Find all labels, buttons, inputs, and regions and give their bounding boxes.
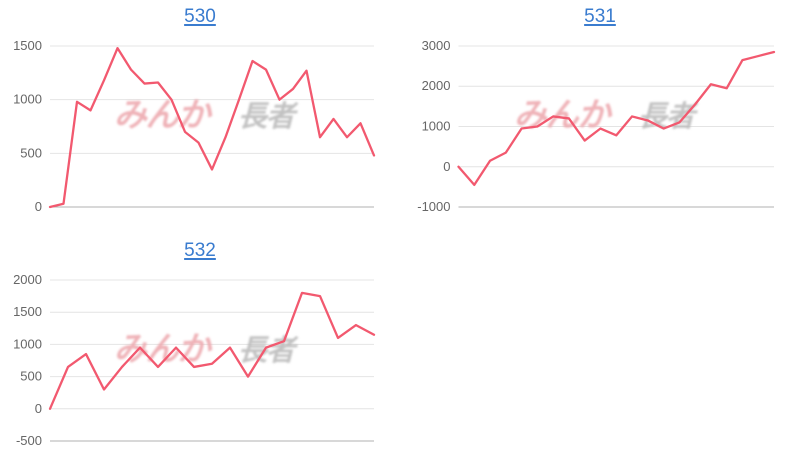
svg-text:長者: 長者 <box>238 101 299 133</box>
svg-text:-500: -500 <box>16 433 42 448</box>
svg-text:長者: 長者 <box>638 101 699 133</box>
svg-text:1000: 1000 <box>13 336 42 351</box>
svg-text:-1000: -1000 <box>417 199 450 214</box>
svg-text:500: 500 <box>20 368 42 383</box>
svg-text:1000: 1000 <box>422 119 451 134</box>
svg-text:1500: 1500 <box>13 304 42 319</box>
svg-text:2000: 2000 <box>422 78 451 93</box>
svg-text:長者: 長者 <box>238 335 299 367</box>
svg-text:みんか: みんか <box>114 96 213 133</box>
svg-text:3000: 3000 <box>422 38 451 53</box>
svg-text:0: 0 <box>35 400 42 415</box>
svg-text:0: 0 <box>35 199 42 214</box>
svg-text:500: 500 <box>20 145 42 160</box>
svg-text:0: 0 <box>443 159 450 174</box>
svg-text:1000: 1000 <box>13 92 42 107</box>
svg-text:2000: 2000 <box>13 272 42 287</box>
svg-text:1500: 1500 <box>13 38 42 53</box>
